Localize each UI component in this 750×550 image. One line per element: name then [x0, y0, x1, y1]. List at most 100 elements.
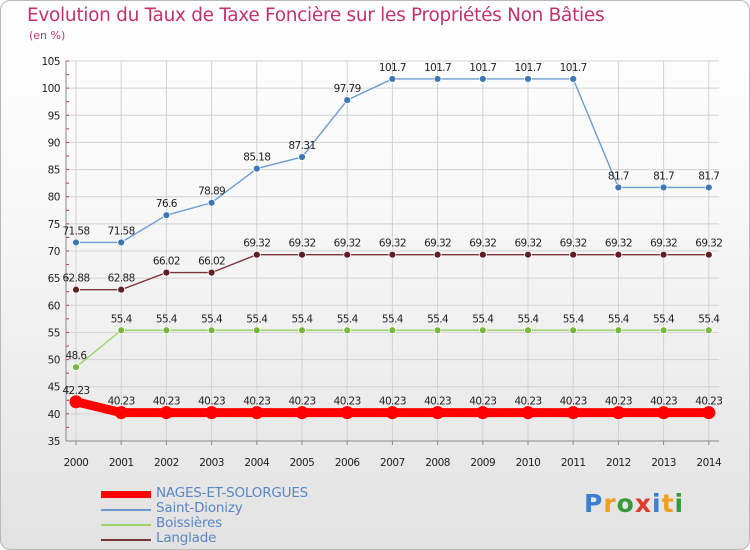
point-boissi-res-2011: [569, 326, 578, 335]
data-label-boissi-res-2004: 55.4: [246, 313, 268, 325]
point-langlade-2009: [478, 250, 487, 259]
point-saint-dionizy-2009: [478, 75, 487, 83]
point-boissi-res-2014: [704, 326, 713, 335]
legend-swatch-langlade: [101, 539, 151, 541]
point-saint-dionizy-2002: [162, 211, 171, 220]
y-tick-label-85: 85: [48, 165, 60, 177]
point-langlade-2004: [252, 250, 261, 259]
y-tick-label-75: 75: [48, 219, 60, 231]
y-axis-unit-label: (en %): [29, 29, 66, 42]
data-label-nages-et-solorgues-2013: 40.23: [650, 396, 677, 408]
data-label-nages-et-solorgues-2000: 42.23: [62, 385, 89, 397]
data-label-saint-dionizy-2000: 71.58: [62, 225, 89, 237]
point-boissi-res-2005: [298, 326, 306, 335]
data-label-boissi-res-2006: 55.4: [337, 313, 359, 325]
legend-label-langlade: Langlade: [156, 530, 217, 546]
x-tick-label-2005: 2005: [290, 457, 315, 469]
point-boissi-res-2004: [252, 326, 261, 335]
data-label-langlade-2009: 69.32: [469, 238, 496, 250]
data-label-boissi-res-2010: 55.4: [518, 313, 540, 325]
x-tick-label-2010: 2010: [516, 457, 541, 469]
y-tick-label-40: 40: [48, 409, 60, 421]
x-tick-label-2001: 2001: [109, 457, 134, 469]
y-tick-label-100: 100: [41, 83, 60, 95]
point-saint-dionizy-2004: [252, 164, 261, 173]
legend-label-saint-dionizy: Saint-Dionizy: [156, 500, 243, 516]
data-label-langlade-2001: 62.88: [108, 273, 135, 285]
logo-letter: i: [674, 489, 685, 518]
chart-title: Evolution du Taux de Taxe Foncière sur l…: [27, 5, 605, 26]
point-saint-dionizy-2010: [524, 75, 532, 83]
point-boissi-res-2012: [614, 326, 623, 335]
point-saint-dionizy-2006: [343, 96, 352, 105]
legend-swatch-saint-dionizy: [101, 509, 151, 511]
data-label-nages-et-solorgues-2002: 40.23: [153, 396, 180, 408]
logo-letter: t: [661, 489, 675, 518]
data-label-boissi-res-2011: 55.4: [563, 313, 585, 325]
proxiti-logo: Proxiti: [584, 489, 684, 518]
point-langlade-2003: [207, 268, 216, 277]
point-saint-dionizy-2014: [704, 183, 713, 192]
legend-swatch-boissieres: [101, 524, 151, 526]
data-label-nages-et-solorgues-2011: 40.23: [560, 396, 587, 408]
point-nages-et-solorgues-2014: [702, 406, 716, 420]
x-tick-label-2011: 2011: [561, 457, 586, 469]
data-label-nages-et-solorgues-2014: 40.23: [695, 396, 722, 408]
data-label-saint-dionizy-2013: 81.7: [653, 170, 674, 182]
data-label-nages-et-solorgues-2006: 40.23: [334, 396, 361, 408]
y-tick-label-90: 90: [48, 137, 60, 149]
point-boissi-res-2003: [207, 326, 216, 335]
point-boissi-res-2001: [117, 326, 126, 335]
data-label-saint-dionizy-2009: 101.7: [469, 62, 496, 74]
data-label-langlade-2005: 69.32: [288, 238, 315, 250]
point-nages-et-solorgues-2011: [566, 406, 580, 420]
y-tick-label-55: 55: [48, 327, 60, 339]
data-label-langlade-2008: 69.32: [424, 238, 451, 250]
point-nages-et-solorgues-2008: [431, 406, 445, 420]
point-saint-dionizy-2003: [207, 198, 216, 207]
point-nages-et-solorgues-2002: [159, 406, 173, 420]
point-langlade-2002: [162, 268, 171, 277]
legend-swatch-nages: [101, 491, 151, 498]
point-nages-et-solorgues-2001: [114, 406, 128, 420]
point-saint-dionizy-2013: [659, 183, 668, 192]
data-label-nages-et-solorgues-2010: 40.23: [514, 396, 541, 408]
point-langlade-2010: [524, 250, 532, 259]
y-tick-label-35: 35: [48, 436, 60, 448]
y-tick-label-95: 95: [48, 110, 60, 122]
data-label-langlade-2014: 69.32: [695, 238, 722, 250]
data-label-saint-dionizy-2012: 81.7: [608, 170, 629, 182]
point-nages-et-solorgues-2013: [657, 406, 671, 420]
y-tick-label-80: 80: [48, 192, 60, 204]
data-label-saint-dionizy-2003: 78.89: [198, 186, 225, 198]
data-label-saint-dionizy-2011: 101.7: [560, 62, 587, 74]
point-boissi-res-2013: [659, 326, 668, 335]
data-label-boissi-res-2002: 55.4: [156, 313, 178, 325]
point-langlade-2001: [117, 285, 126, 294]
point-nages-et-solorgues-2012: [611, 406, 625, 420]
data-label-langlade-2010: 69.32: [514, 238, 541, 250]
point-boissi-res-2010: [524, 326, 532, 335]
point-saint-dionizy-2011: [569, 75, 578, 83]
point-saint-dionizy-2012: [614, 183, 623, 192]
data-label-nages-et-solorgues-2003: 40.23: [198, 396, 225, 408]
data-label-boissi-res-2005: 55.4: [292, 313, 314, 325]
point-langlade-2014: [704, 250, 713, 259]
point-saint-dionizy-2007: [388, 75, 397, 83]
data-label-nages-et-solorgues-2001: 40.23: [108, 396, 135, 408]
point-nages-et-solorgues-2006: [340, 406, 354, 420]
data-label-nages-et-solorgues-2008: 40.23: [424, 396, 451, 408]
data-label-saint-dionizy-2007: 101.7: [379, 62, 406, 74]
data-label-boissi-res-2007: 55.4: [382, 313, 404, 325]
legend-label-boissieres: Boissières: [156, 515, 222, 531]
data-label-saint-dionizy-2005: 87.31: [288, 140, 315, 152]
y-tick-label-105: 105: [41, 56, 60, 68]
point-langlade-2008: [433, 250, 442, 259]
point-nages-et-solorgues-2007: [385, 406, 399, 420]
x-tick-label-2003: 2003: [199, 457, 224, 469]
data-label-langlade-2004: 69.32: [243, 238, 270, 250]
data-label-langlade-2002: 66.02: [153, 256, 180, 268]
point-saint-dionizy-2008: [433, 75, 442, 83]
logo-letter: P: [584, 489, 604, 518]
